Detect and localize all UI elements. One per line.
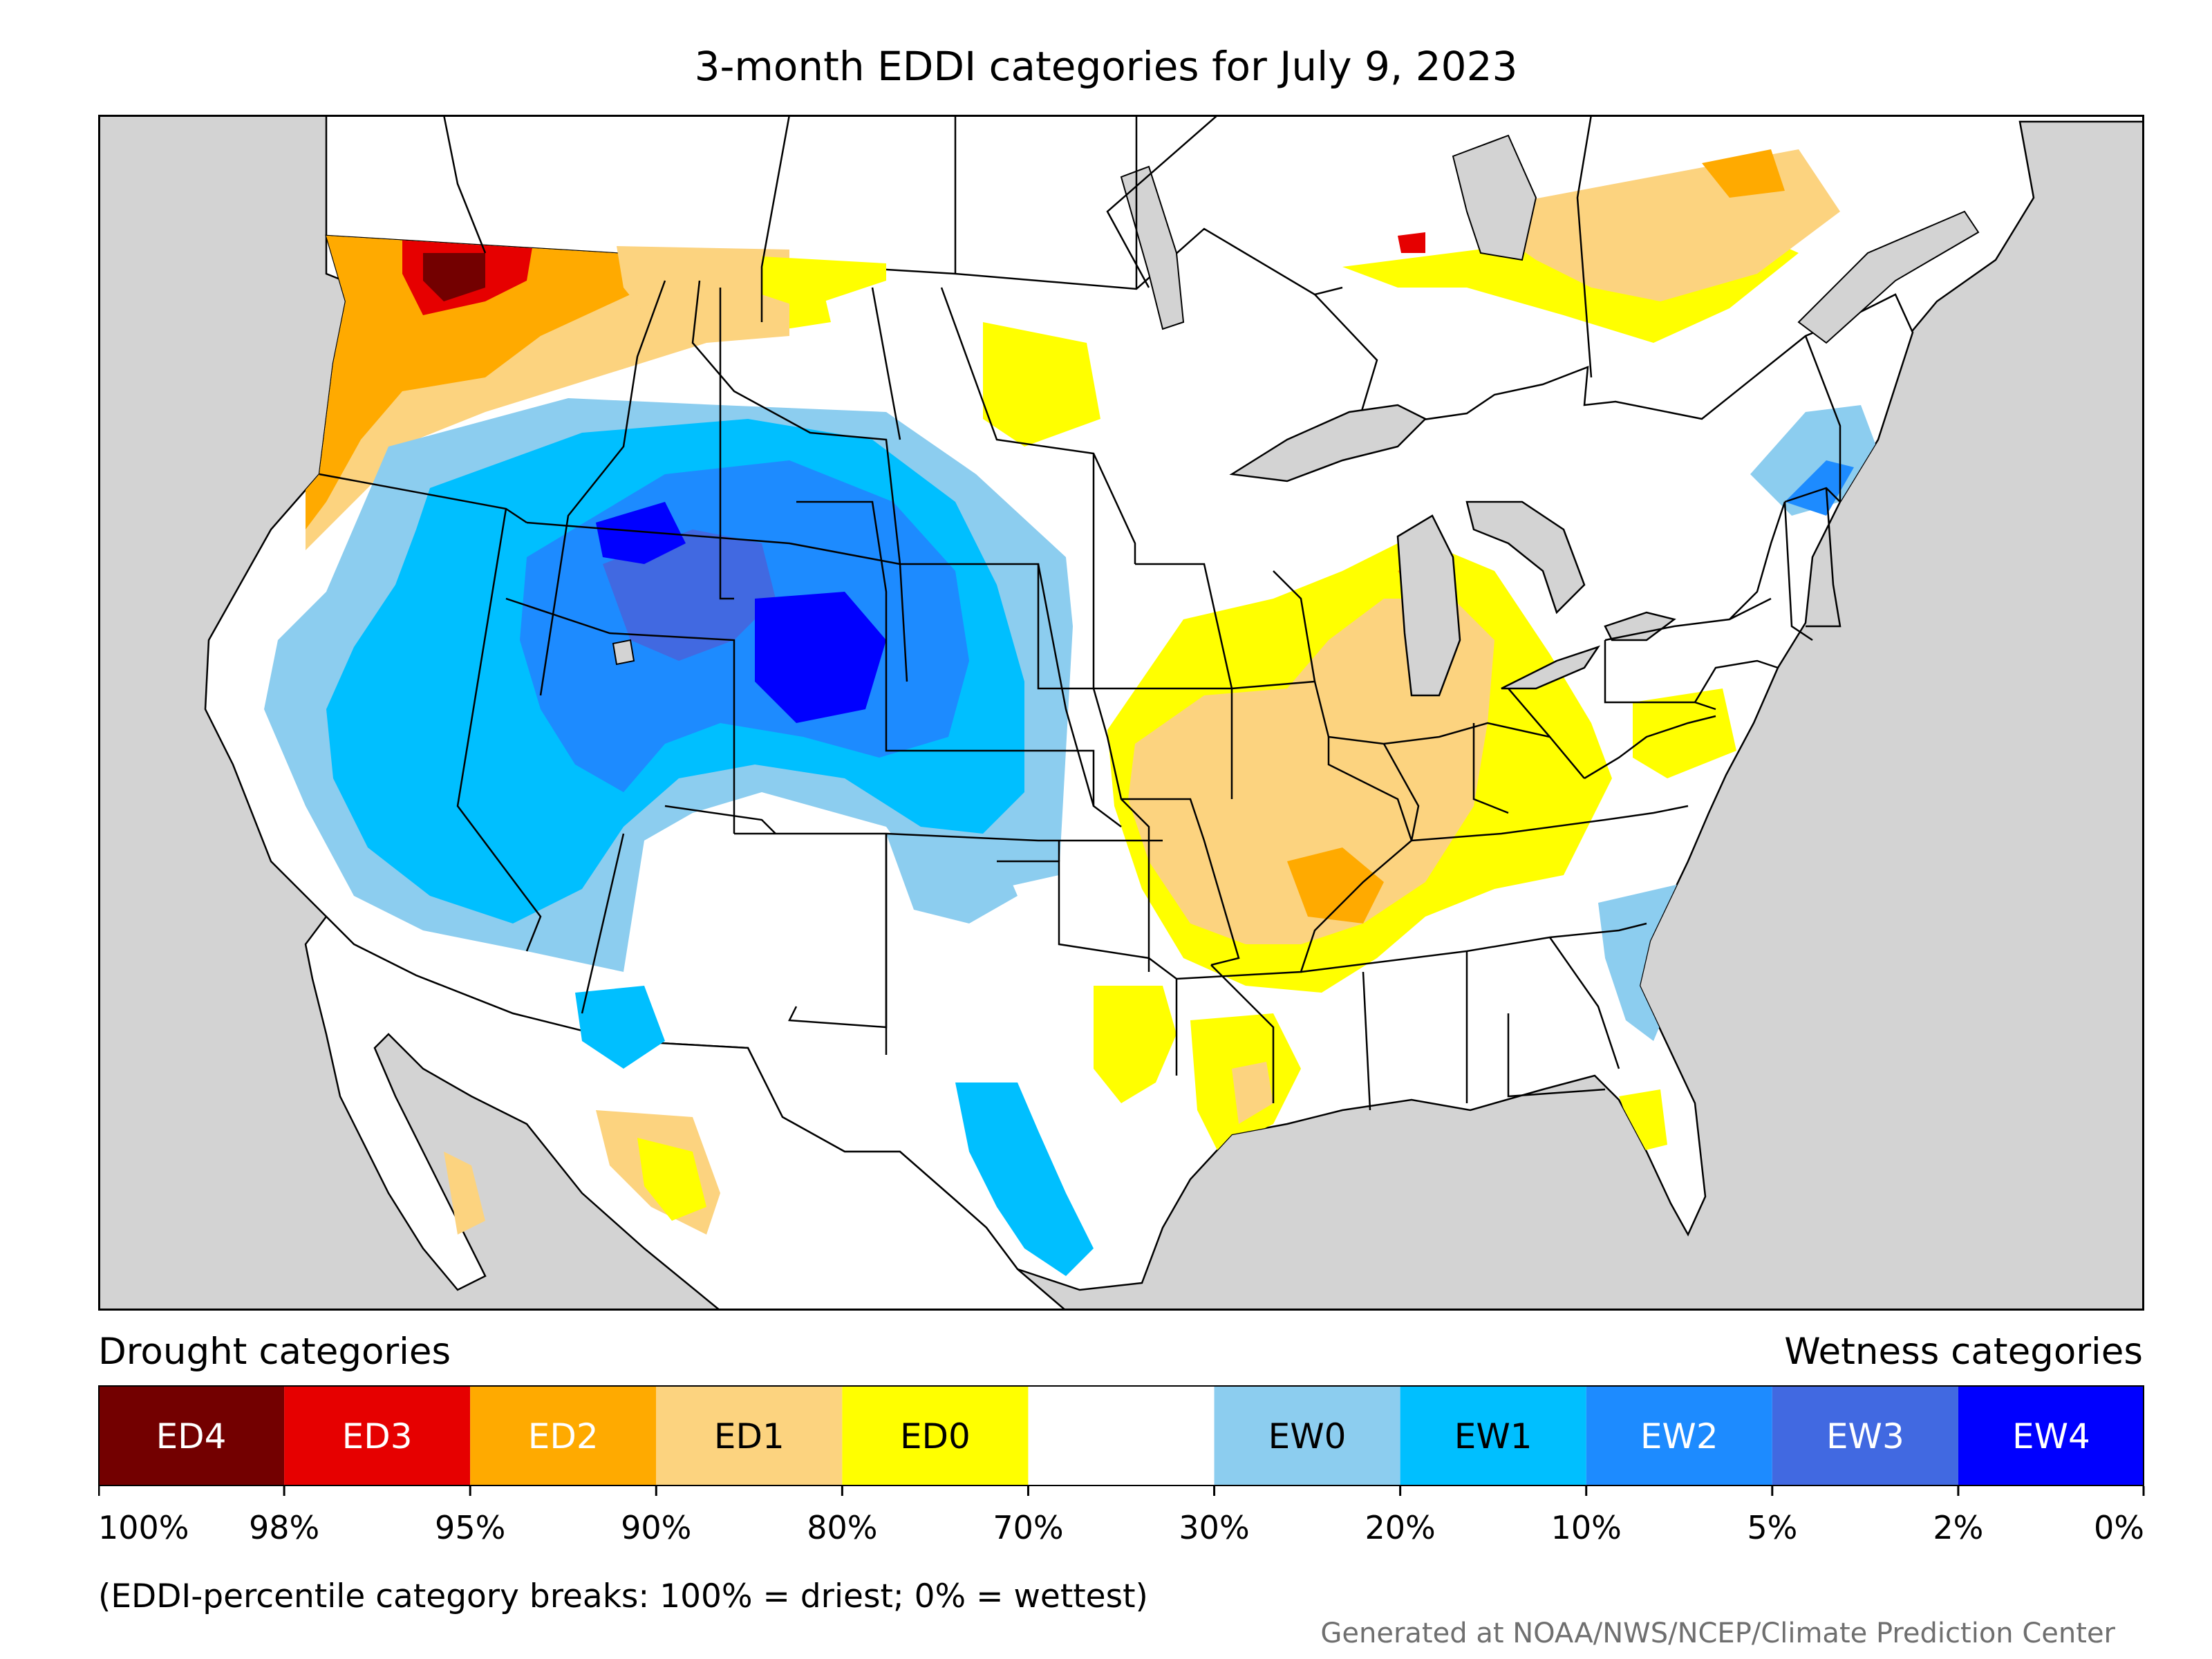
credit-line: Generated at NOAA/NWS/NCEP/Climate Predi… <box>1320 1618 2115 1649</box>
legend-break-label: 80% <box>807 1509 877 1546</box>
legend-swatch-ew1 <box>1400 1385 1586 1486</box>
category-breaks-note: (EDDI-percentile category breaks: 100% =… <box>98 1577 1148 1615</box>
legend-label-ed1: ED1 <box>714 1416 785 1456</box>
ew1-tx <box>955 1082 1094 1276</box>
ed2-mo <box>1287 847 1384 924</box>
legend-swatch-ed3 <box>284 1385 471 1486</box>
ed0-canada-w <box>762 256 886 308</box>
legend-label-ed3: ED3 <box>342 1416 413 1456</box>
legend-frame <box>98 1385 2144 1486</box>
legend-break-label: 100% <box>98 1509 189 1546</box>
drought-categories-heading: Drought categories <box>98 1331 451 1373</box>
legend-break-label: 90% <box>621 1509 691 1546</box>
legend-swatch-neutral <box>1028 1385 1215 1486</box>
legend-label-ed0: ED0 <box>900 1416 971 1456</box>
ed1-canada-w <box>617 246 789 343</box>
legend-label-ed2: ED2 <box>528 1416 599 1456</box>
legend-swatch-ed1 <box>656 1385 843 1486</box>
legend-swatch-ed0 <box>842 1385 1029 1486</box>
state-boundaries <box>319 280 1841 1111</box>
legend-swatch-ew3 <box>1772 1385 1958 1486</box>
mexico-land <box>304 915 1067 1311</box>
map-frame <box>98 115 2144 1311</box>
category-colorbar: ED4 ED3 ED2 ED1 ED0 EW0 EW1 EW2 EW3 EW4 100% 98% 95%… <box>98 1385 2145 1546</box>
lake-michigan <box>1396 514 1461 697</box>
legend-label-ed4: ED4 <box>156 1416 227 1456</box>
lake-erie <box>1501 645 1601 690</box>
lake-nipigon <box>1452 134 1537 261</box>
legend-label-ew0: EW0 <box>1268 1416 1347 1456</box>
legend-break-label: 0% <box>2094 1509 2144 1546</box>
ed1-la <box>1232 1062 1273 1124</box>
legend-break-label: 95% <box>435 1509 505 1546</box>
legend-break-label: 30% <box>1179 1509 1249 1546</box>
legend-label-ew2: EW2 <box>1640 1416 1718 1456</box>
ed2-canada-e <box>1702 149 1785 198</box>
ed0-canada-mid <box>983 322 1100 447</box>
great-salt-lake <box>612 639 635 666</box>
legend-swatch-ew4 <box>1958 1385 2144 1486</box>
legend-swatch-ed4 <box>98 1385 285 1486</box>
province-boundaries <box>442 115 1593 378</box>
ed0-fl <box>1619 1089 1667 1152</box>
ed1-baja <box>444 1152 485 1235</box>
legend-break-label: 2% <box>1933 1509 1983 1546</box>
legend-swatch-ed2 <box>470 1385 657 1486</box>
ew4-id <box>596 502 686 564</box>
legend-swatch-ew0 <box>1214 1385 1400 1486</box>
ed1-midwest <box>1128 599 1494 944</box>
legend-swatch-ew2 <box>1586 1385 1772 1486</box>
ed3-canada-e <box>1398 232 1425 253</box>
ew1-mexico <box>575 986 665 1069</box>
legend-break-label: 20% <box>1365 1509 1436 1546</box>
wetness-categories-heading: Wetness categories <box>1784 1331 2143 1373</box>
eddi-map <box>98 115 2144 1311</box>
lake-superior <box>1229 404 1427 482</box>
st-lawrence <box>1797 210 1980 344</box>
map-title: 3-month EDDI categories for July 9, 2023 <box>694 43 1518 90</box>
lake-huron <box>1465 500 1586 615</box>
ew2-ne <box>1785 460 1854 516</box>
ed2-pnw <box>306 232 630 529</box>
legend-label-ew1: EW1 <box>1454 1416 1533 1456</box>
legend-label-ew3: EW3 <box>1826 1416 1904 1456</box>
ed4-pnw <box>423 253 485 301</box>
ed0-tx <box>1094 986 1177 1103</box>
ed0-midatl <box>1633 688 1736 778</box>
legend-break-label: 10% <box>1551 1509 1622 1546</box>
ew4-wy <box>755 592 886 723</box>
legend-break-label: 98% <box>249 1509 319 1546</box>
legend-label-ew4: EW4 <box>2012 1416 2090 1456</box>
legend-break-label: 70% <box>993 1509 1063 1546</box>
legend-break-label: 5% <box>1747 1509 1797 1546</box>
ed0-mexico <box>637 1138 706 1221</box>
ew0-nm <box>886 834 1018 924</box>
